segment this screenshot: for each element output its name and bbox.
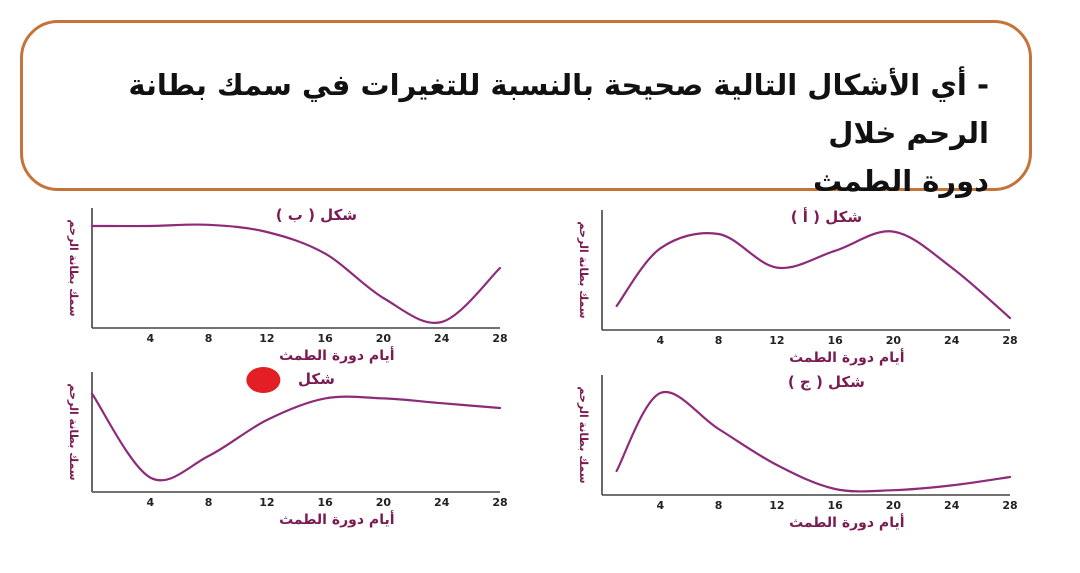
x-axis-title: أيام دورة الطمث xyxy=(789,348,904,366)
x-tick-label: 28 xyxy=(1002,499,1017,512)
x-tick-label: 24 xyxy=(434,332,450,345)
x-axis-title: أيام دورة الطمث xyxy=(789,513,904,531)
y-axis-title: سمك بطانة الرحم xyxy=(67,383,80,480)
series-line xyxy=(90,392,502,482)
question-box: - أي الأشكال التالية صحيحة بالنسبة للتغي… xyxy=(20,20,1032,198)
question-line-1: - أي الأشكال التالية صحيحة بالنسبة للتغي… xyxy=(128,68,989,150)
x-tick-label: 16 xyxy=(317,496,333,509)
x-tick-label: 12 xyxy=(769,499,784,512)
x-tick-label: 24 xyxy=(944,499,960,512)
chart-title: شكل ( ج ) xyxy=(788,373,865,391)
y-axis-title: سمك بطانة الرحم xyxy=(577,386,590,483)
chart-title: شكل ( أ ) xyxy=(791,207,862,226)
x-tick-label: 28 xyxy=(1002,334,1017,347)
x-tick-label: 24 xyxy=(434,496,450,509)
question-text: - أي الأشكال التالية صحيحة بالنسبة للتغي… xyxy=(49,61,989,205)
x-tick-label: 8 xyxy=(205,332,213,345)
chart-c: 4 8 12 16 20 24 28 أيام دورة الطمث سمك بطانة الر… xyxy=(560,365,1020,535)
x-tick-label: 12 xyxy=(259,332,274,345)
series-line xyxy=(615,230,1012,320)
chart-title: شكل xyxy=(298,370,335,388)
x-tick-label: 4 xyxy=(656,334,664,347)
x-tick-label: 20 xyxy=(886,334,902,347)
x-tick-label: 24 xyxy=(944,334,960,347)
chart-a: 4 8 12 16 20 24 28 أيام دورة الطمث سمك بطانة الر… xyxy=(560,200,1020,370)
chart-a-svg: 4 8 12 16 20 24 28 أيام دورة الطمث سمك بطانة الر… xyxy=(577,207,1018,366)
x-tick-label: 12 xyxy=(769,334,784,347)
x-tick-label: 16 xyxy=(827,499,843,512)
y-axis-title: سمك بطانة الرحم xyxy=(67,219,80,316)
x-tick-label: 4 xyxy=(146,332,154,345)
chart-b-svg: 4 8 12 16 20 24 28 أيام دورة الطمث سمك بطانة الر… xyxy=(67,206,508,364)
y-axis-title: سمك بطانة الرحم xyxy=(577,221,590,318)
x-tick-label: 16 xyxy=(317,332,333,345)
x-axis-title: أيام دورة الطمث xyxy=(279,510,394,528)
x-tick-label: 8 xyxy=(715,499,723,512)
x-tick-label: 20 xyxy=(376,332,392,345)
x-tick-label: 28 xyxy=(492,496,507,509)
x-tick-label: 8 xyxy=(205,496,213,509)
question-line-2: دورة الطمث xyxy=(812,164,989,198)
chart-d-svg: 4 8 12 16 20 24 28 أيام دورة الطمث سمك بطانة الر… xyxy=(67,367,508,528)
x-tick-label: 20 xyxy=(886,499,902,512)
x-tick-label: 28 xyxy=(492,332,507,345)
chart-title: شكل ( ب ) xyxy=(276,206,357,224)
series-line xyxy=(90,223,502,324)
chart-d: 4 8 12 16 20 24 28 أيام دورة الطمث سمك بطانة الر… xyxy=(50,362,510,532)
x-tick-label: 4 xyxy=(146,496,154,509)
x-tick-label: 12 xyxy=(259,496,274,509)
x-tick-label: 20 xyxy=(376,496,392,509)
x-tick-label: 8 xyxy=(715,334,723,347)
series-line xyxy=(615,390,1012,493)
red-marker xyxy=(246,367,281,393)
x-tick-label: 16 xyxy=(827,334,843,347)
x-axis-title: أيام دورة الطمث xyxy=(279,346,394,364)
chart-b: 4 8 12 16 20 24 28 أيام دورة الطمث سمك بطانة الر… xyxy=(50,198,510,368)
x-tick-label: 4 xyxy=(656,499,664,512)
chart-c-svg: 4 8 12 16 20 24 28 أيام دورة الطمث سمك بطانة الر… xyxy=(577,373,1018,531)
